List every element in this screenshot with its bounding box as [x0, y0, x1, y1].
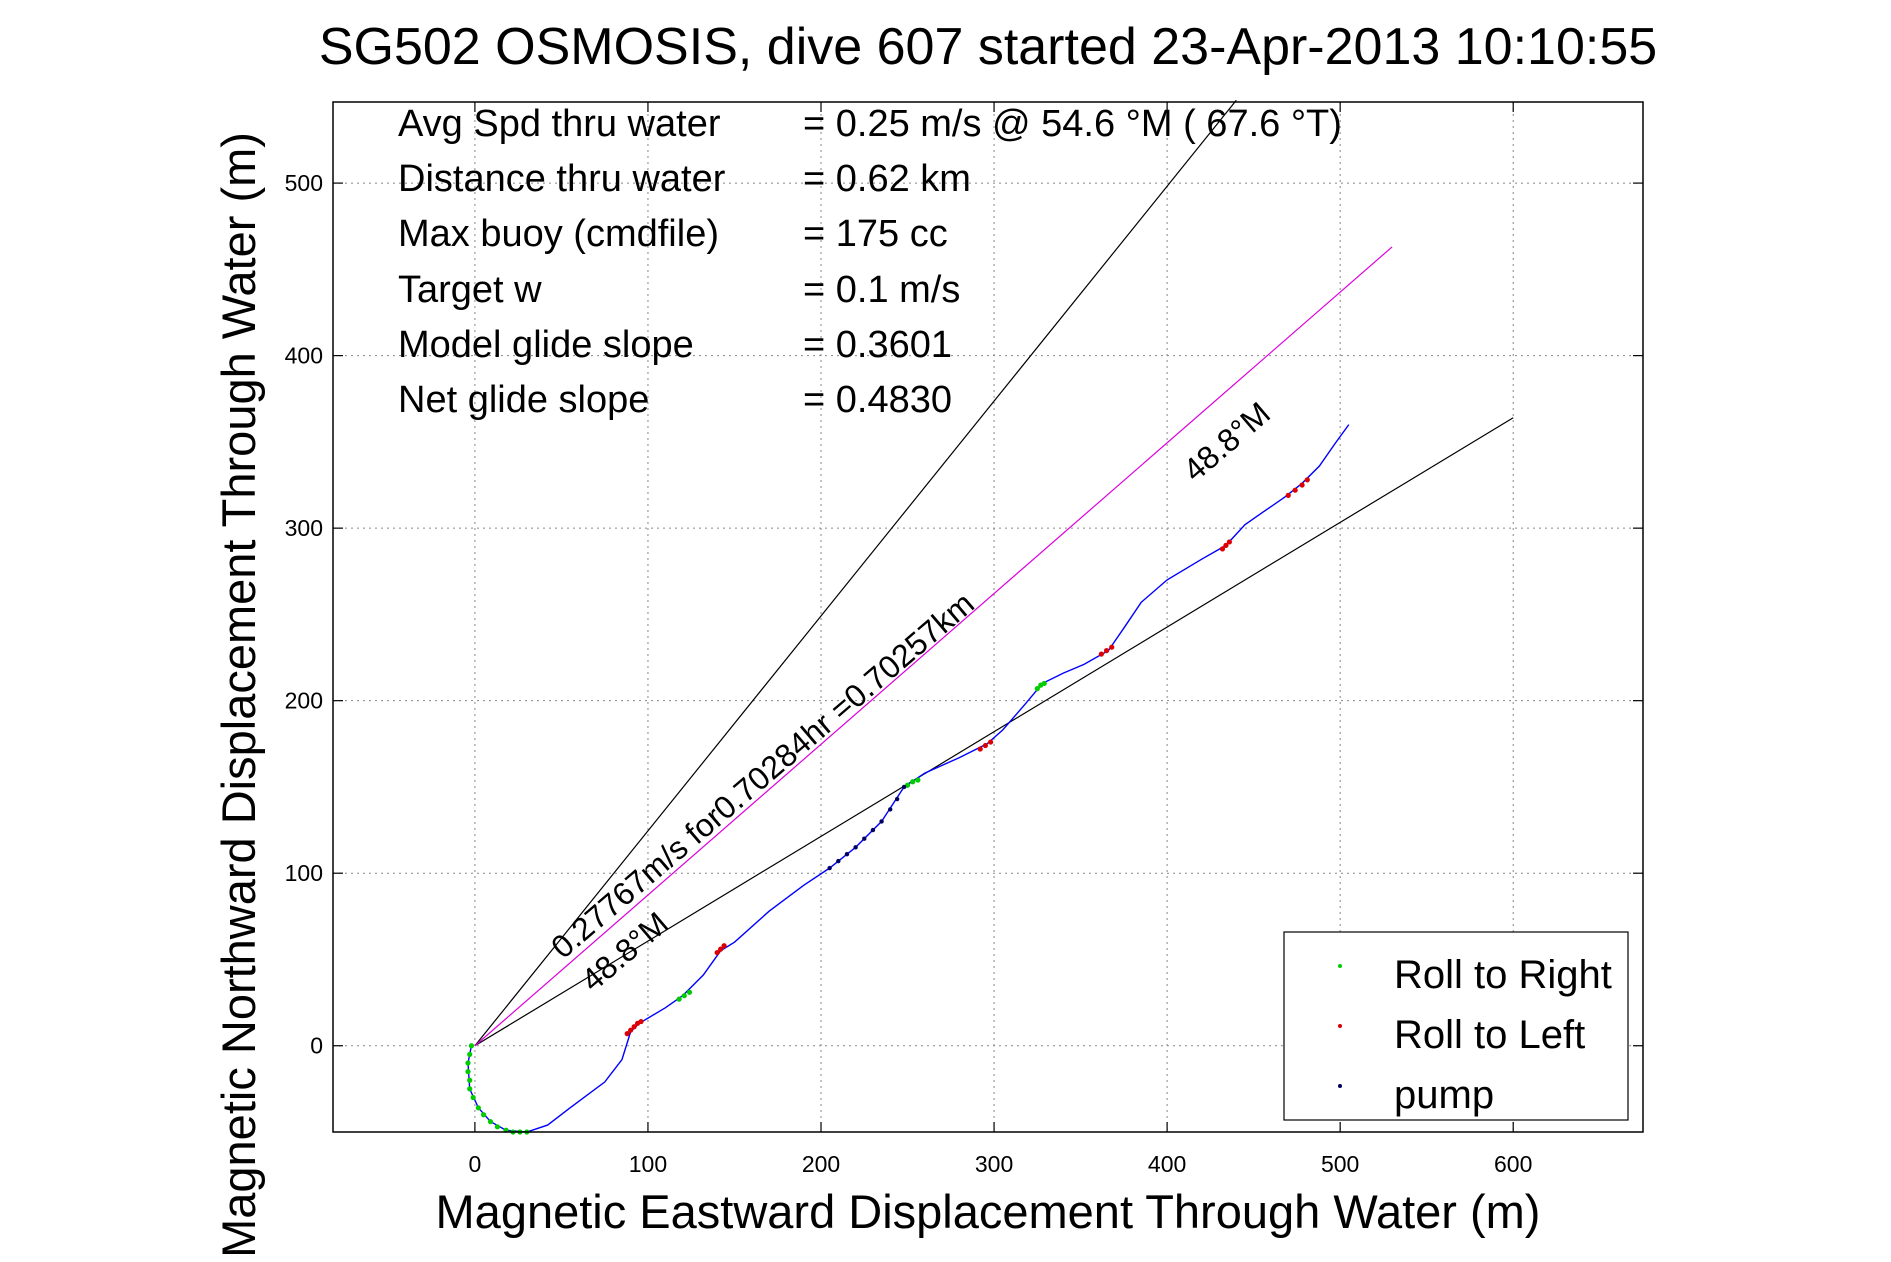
roll-right-point [465, 1069, 471, 1075]
axis-ticks: 0 100 200 300 400 500 600 0 100 200 300 400 500 [285, 102, 1643, 1177]
pump-point [836, 858, 841, 864]
x-axis-label: Magnetic Eastward Displacement Through W… [436, 1185, 1541, 1238]
pump-point [853, 845, 858, 850]
info-value-model-glide: = 0.3601 [803, 324, 952, 366]
roll-left-point [982, 742, 989, 749]
x-tick-label: 400 [1148, 1151, 1186, 1177]
roll-right-point [470, 1094, 476, 1101]
roll-right-point [681, 993, 687, 999]
pump-point [888, 807, 893, 812]
roll-right-point [904, 782, 911, 788]
info-label-max-buoy: Max buoy (cmdfile) [398, 213, 719, 255]
reference-lines [474, 99, 1514, 1047]
roll-left-point [628, 1027, 634, 1033]
info-label-distance: Distance thru water [398, 158, 726, 200]
upper-bound-line [474, 99, 1237, 1047]
roll-left-point [1292, 487, 1298, 493]
roll-left-point [714, 949, 720, 956]
info-value-avg-speed: = 0.25 m/s @ 54.6 °M ( 67.6 °T) [803, 103, 1342, 145]
info-value-net-glide: = 0.4830 [803, 379, 952, 421]
roll-right-point [465, 1060, 471, 1066]
y-tick-label: 300 [285, 515, 323, 541]
roll-right-point [1034, 685, 1040, 692]
legend-marker-roll-right [1338, 964, 1342, 968]
roll-right-point [494, 1124, 500, 1130]
roll-right-point [468, 1043, 475, 1049]
y-tick-label: 100 [285, 860, 323, 886]
roll-right-point [467, 1077, 473, 1083]
roll-left-point [721, 943, 727, 949]
roll-left-point [631, 1024, 637, 1030]
legend-label-pump: pump [1394, 1073, 1494, 1117]
roll-left-point [1109, 644, 1115, 650]
info-label-avg-speed: Avg Spd thru water [398, 103, 721, 145]
roll-left-point [1285, 492, 1291, 498]
roll-right-point [475, 1105, 481, 1111]
pump-point [901, 784, 907, 790]
roll-right-point [487, 1119, 494, 1125]
x-tick-label: 0 [469, 1151, 482, 1177]
roll-right-point [915, 777, 921, 783]
x-tick-label: 200 [802, 1151, 840, 1177]
x-tick-label: 500 [1321, 1151, 1359, 1177]
roll-left-point [624, 1031, 630, 1037]
legend-label-roll-right: Roll to Right [1394, 953, 1612, 997]
lower-bound-line [474, 417, 1514, 1047]
pump-point [827, 865, 832, 871]
roll-left-point [1299, 482, 1305, 488]
roll-left-point [987, 739, 994, 745]
y-axis-label: Magnetic Northward Displacement Through … [212, 132, 265, 1258]
roll-right-point [467, 1086, 473, 1092]
data-series [465, 424, 1350, 1135]
roll-left-point [1098, 651, 1104, 657]
pump-point [870, 827, 876, 833]
info-box: Avg Spd thru water = 0.25 m/s @ 54.6 °M … [398, 103, 1342, 421]
roll-left-point [1103, 648, 1110, 654]
info-label-target-w: Target w [398, 269, 542, 311]
x-tick-label: 600 [1494, 1151, 1532, 1177]
roll-left-point [977, 746, 983, 752]
roll-left-point [1226, 539, 1233, 545]
roll-left-point [638, 1018, 644, 1025]
plot-frame [332, 101, 1644, 1133]
info-value-target-w: = 0.1 m/s [803, 269, 960, 311]
roll-left-point [718, 946, 724, 952]
roll-right-point [467, 1051, 473, 1057]
chart-title: SG502 OSMOSIS, dive 607 started 23-Apr-2… [319, 18, 1657, 76]
pump-point [844, 852, 850, 857]
roll-right-point [686, 989, 693, 995]
y-tick-label: 500 [285, 170, 323, 196]
info-label-model-glide: Model glide slope [398, 324, 694, 366]
info-value-distance: = 0.62 km [803, 158, 971, 200]
y-tick-label: 0 [310, 1033, 323, 1059]
heading-line [474, 246, 1393, 1047]
roll-right-point [480, 1112, 487, 1118]
legend-label-roll-left: Roll to Left [1394, 1013, 1585, 1057]
pump-point [894, 796, 900, 802]
pump-point [879, 819, 884, 824]
roll-left-point [1223, 542, 1229, 549]
roll-right-point [676, 996, 682, 1002]
info-label-net-glide: Net glide slope [398, 379, 649, 421]
info-value-max-buoy: = 175 cc [803, 213, 948, 255]
roll-right-point [1041, 680, 1047, 687]
legend: Roll to Right Roll to Left pump [1283, 931, 1629, 1121]
roll-left-point [1304, 477, 1310, 483]
roll-left-point [1219, 546, 1226, 552]
pump-point [862, 836, 867, 841]
legend-marker-pump [1338, 1084, 1342, 1088]
x-tick-label: 100 [629, 1151, 667, 1177]
y-tick-label: 400 [285, 343, 323, 369]
roll-right-point [910, 779, 916, 785]
legend-marker-roll-left [1338, 1024, 1342, 1028]
y-tick-label: 200 [285, 688, 323, 714]
x-tick-label: 300 [975, 1151, 1013, 1177]
